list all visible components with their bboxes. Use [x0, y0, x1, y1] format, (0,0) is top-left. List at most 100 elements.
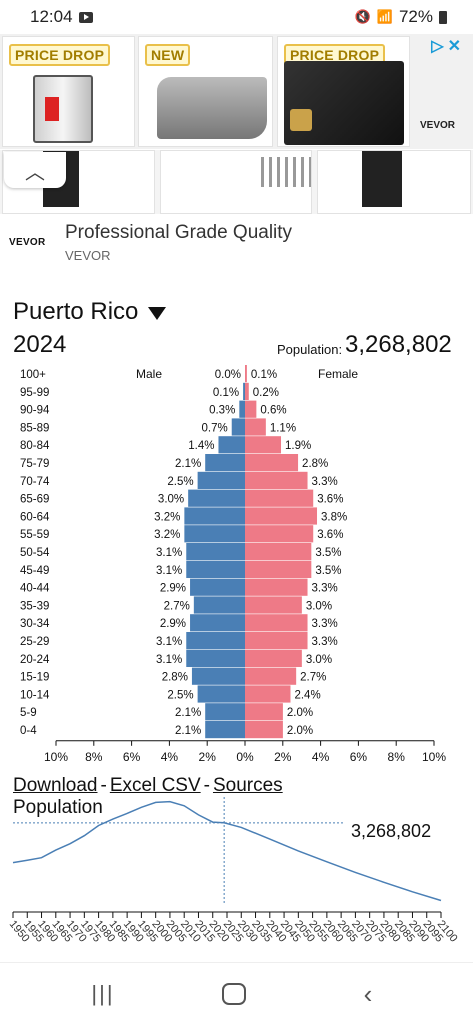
x-tick-label: 8%: [85, 750, 103, 764]
female-bar[interactable]: [245, 632, 308, 650]
ad-strip: ︿: [0, 150, 473, 214]
female-value-label: 0.1%: [251, 369, 277, 381]
female-bar[interactable]: [245, 578, 308, 596]
male-bar[interactable]: [186, 649, 245, 667]
female-bar[interactable]: [245, 667, 297, 685]
male-bar[interactable]: [197, 471, 245, 489]
age-group-label: 30-34: [20, 618, 50, 630]
link-separator: -: [100, 775, 107, 796]
ad-product-tile[interactable]: PRICE DROP: [2, 36, 135, 147]
sources-link[interactable]: Sources: [212, 775, 283, 796]
ad-headline[interactable]: Professional Grade Quality: [65, 222, 293, 243]
male-value-label: 3.2%: [154, 511, 180, 523]
status-bar: 12:04 🔇 📶 72%: [0, 0, 473, 34]
ad-strip-tile[interactable]: [317, 150, 471, 214]
ad-strip-tile[interactable]: [160, 150, 312, 214]
population-value: 3,268,802: [345, 331, 452, 358]
female-bar[interactable]: [245, 649, 302, 667]
youtube-notification-icon: [78, 11, 93, 23]
male-bar[interactable]: [205, 703, 245, 721]
population-line[interactable]: [12, 800, 442, 902]
male-bar[interactable]: [193, 596, 245, 614]
ad-advertiser: VEVOR: [65, 248, 111, 263]
female-value-label: 0.2%: [253, 387, 279, 399]
female-bar[interactable]: [245, 721, 283, 739]
age-group-label: 60-64: [20, 511, 50, 523]
male-bar[interactable]: [186, 560, 245, 578]
male-value-label: 2.9%: [160, 618, 186, 630]
adchoices-icon[interactable]: ▷✕: [431, 38, 465, 55]
male-value-label: 3.1%: [156, 654, 182, 666]
male-bar[interactable]: [205, 454, 245, 472]
female-bar[interactable]: [245, 703, 283, 721]
female-bar[interactable]: [245, 436, 282, 454]
female-bar[interactable]: [245, 614, 308, 632]
population-pyramid-chart[interactable]: Male Female 100+ 0.0% 0.1% 95-99 0.1% 0.2% 90-94…: [0, 360, 473, 770]
recent-apps-button[interactable]: |||: [91, 981, 115, 1006]
female-bar[interactable]: [245, 525, 314, 543]
ad-info[interactable]: VEVOR Professional Grade Quality VEVOR: [0, 214, 473, 272]
x-tick-label: 6%: [123, 750, 141, 764]
back-button[interactable]: ‹: [363, 978, 373, 1009]
link-separator: -: [203, 775, 210, 796]
male-bar[interactable]: [184, 507, 245, 525]
male-value-label: 0.3%: [209, 405, 235, 417]
ad-brand-small: VEVOR: [420, 120, 456, 131]
male-bar[interactable]: [184, 525, 245, 543]
wifi-icon: 📶: [376, 9, 393, 24]
battery-percent: 72%: [398, 7, 433, 26]
mute-icon: 🔇: [354, 9, 371, 24]
product-image: [157, 77, 267, 139]
country-selector[interactable]: Puerto Rico: [13, 298, 167, 326]
female-bar[interactable]: [245, 560, 312, 578]
age-group-label: 10-14: [20, 689, 50, 701]
female-bar[interactable]: [245, 454, 299, 472]
x-tick-label: 8%: [388, 750, 406, 764]
male-value-label: 0.1%: [213, 387, 239, 399]
age-group-label: 75-79: [20, 458, 49, 470]
female-bar[interactable]: [245, 543, 312, 561]
download-link[interactable]: Download: [13, 775, 98, 796]
population-line-chart[interactable]: 1950 1955 1960 1965 1970 1975 1980 1985 1990 1995…: [0, 797, 473, 957]
male-bar[interactable]: [239, 400, 245, 418]
vevor-logo: VEVOR: [9, 237, 46, 248]
male-bar[interactable]: [205, 721, 245, 739]
female-value-label: 3.6%: [317, 494, 343, 506]
male-bar[interactable]: [231, 418, 245, 436]
female-bar[interactable]: [245, 365, 247, 383]
male-value-label: 2.1%: [175, 458, 201, 470]
ad-carousel[interactable]: PRICE DROP NEW PRICE DROP ▷✕ VEVOR: [0, 34, 473, 149]
female-bar[interactable]: [245, 471, 308, 489]
female-bar[interactable]: [245, 418, 266, 436]
female-bar[interactable]: [245, 685, 291, 703]
x-tick-label: 6%: [350, 750, 368, 764]
male-bar[interactable]: [243, 382, 245, 400]
female-value-label: 3.3%: [312, 636, 338, 648]
male-bar[interactable]: [191, 667, 245, 685]
male-bar[interactable]: [186, 543, 245, 561]
female-bar[interactable]: [245, 489, 314, 507]
female-bar[interactable]: [245, 596, 302, 614]
male-bar[interactable]: [190, 578, 245, 596]
female-value-label: 3.3%: [312, 476, 338, 488]
female-bar[interactable]: [245, 507, 318, 525]
ad-product-tile[interactable]: NEW: [138, 36, 273, 147]
male-value-label: 3.0%: [158, 494, 184, 506]
ad-product-tile[interactable]: PRICE DROP: [277, 36, 410, 147]
home-button[interactable]: [222, 983, 246, 1005]
male-bar[interactable]: [186, 632, 245, 650]
male-bar[interactable]: [218, 436, 245, 454]
excel-csv-link[interactable]: Excel CSV: [109, 775, 201, 796]
male-bar[interactable]: [197, 685, 245, 703]
age-group-label: 20-24: [20, 654, 50, 666]
android-nav-bar: ||| ‹: [0, 962, 473, 1024]
female-bar[interactable]: [245, 400, 257, 418]
male-bar[interactable]: [190, 614, 245, 632]
female-value-label: 3.5%: [315, 565, 341, 577]
x-tick-label: 2%: [274, 750, 292, 764]
x-tick-label: 4%: [161, 750, 179, 764]
age-group-label: 55-59: [20, 529, 49, 541]
collapse-ad-button[interactable]: ︿: [4, 152, 66, 188]
female-bar[interactable]: [245, 382, 249, 400]
male-bar[interactable]: [188, 489, 245, 507]
